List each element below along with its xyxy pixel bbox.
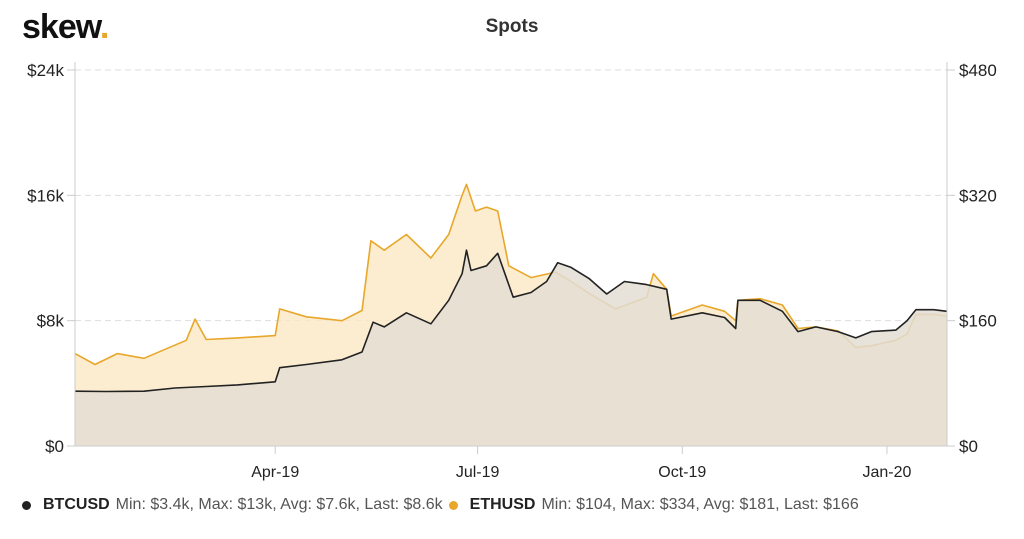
series-line-btcusd [74, 249, 948, 393]
chart-title: Spots [485, 16, 539, 37]
y-tick-label-right: $0 [959, 437, 978, 456]
y-tick-label-right: $480 [959, 61, 997, 80]
x-tick-label: Jul-19 [456, 464, 500, 481]
x-tick-label: Oct-19 [658, 464, 706, 481]
legend-item-ethusd[interactable]: ETHUSD Min: $104, Max: $334, Avg: $181, … [448, 496, 859, 514]
y-tick-label-right: $160 [959, 312, 997, 331]
legend-series-stats: Min: $104, Max: $334, Avg: $181, Last: $… [541, 496, 859, 513]
skew-logo: skew. [22, 8, 109, 46]
legend: BTCUSD Min: $3.4k, Max: $13k, Avg: $7.6k… [22, 496, 865, 514]
ethusd-swatch-icon [448, 500, 458, 510]
series-area-btcusd [75, 250, 947, 446]
legend-series-name: BTCUSD [43, 496, 110, 513]
x-tick-label: Jan-20 [862, 464, 911, 481]
y-tick-label-right: $320 [959, 186, 997, 205]
legend-item-btcusd[interactable]: BTCUSD Min: $3.4k, Max: $13k, Avg: $7.6k… [22, 496, 443, 514]
legend-series-name: ETHUSD [469, 496, 536, 513]
y-tick-label-left: $24k [27, 61, 64, 80]
y-tick-label-left: $8k [37, 312, 65, 331]
y-tick-label-left: $0 [45, 437, 64, 456]
y-tick-label-left: $16k [27, 186, 64, 205]
btcusd-swatch-icon [22, 500, 31, 510]
x-tick-label: Apr-19 [251, 464, 299, 481]
legend-series-stats: Min: $3.4k, Max: $13k, Avg: $7.6k, Last:… [115, 496, 443, 513]
